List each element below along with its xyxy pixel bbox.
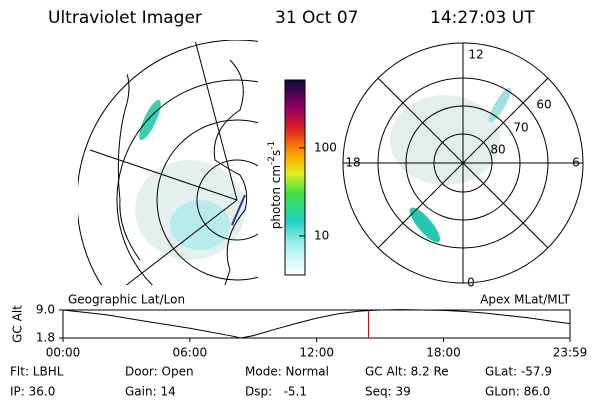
mlt-label: 12	[468, 48, 483, 62]
colorbar-tick-label: 10	[314, 228, 329, 242]
panel-label: Geographic Lat/Lon	[68, 293, 185, 307]
x-tick-label: 00:00	[46, 346, 81, 360]
colorbar-unit: photon cm-2s-1	[267, 141, 283, 230]
colorbar	[284, 79, 306, 276]
status-field: Flt: LBHL	[10, 365, 64, 379]
status-field: IP: 36.0	[10, 385, 55, 399]
status-field: Gain: 14	[125, 385, 176, 399]
geographic-image	[78, 40, 258, 285]
y-tick-label: 9.0	[36, 303, 55, 317]
panel-label: Apex MLat/MLT	[480, 293, 570, 307]
title: Ultraviolet Imager	[48, 8, 202, 28]
status-field: GLat: -57.9	[485, 365, 552, 379]
mlt-label: 18	[345, 156, 360, 170]
altitude-line	[62, 309, 571, 339]
date: 31 Oct 07	[275, 8, 358, 28]
y-axis-label: GC Alt	[11, 305, 25, 343]
status-field: GLon: 86.0	[485, 385, 550, 399]
lat-label: 70	[513, 121, 528, 135]
y-tick-label: 1.8	[36, 331, 55, 345]
colorbar-tick-label: 100	[314, 140, 337, 154]
lat-label: 80	[490, 143, 505, 157]
time: 14:27:03 UT	[430, 8, 535, 28]
status-field: Seq: 39	[365, 385, 411, 399]
x-tick-label: 23:59	[553, 346, 588, 360]
status-field: Door: Open	[125, 365, 194, 379]
status-field: Dsp: -5.1	[245, 385, 307, 399]
mlt-label: 6	[572, 156, 580, 170]
x-tick-label: 06:00	[173, 346, 208, 360]
x-tick-label: 18:00	[426, 346, 461, 360]
status-field: Mode: Normal	[245, 365, 329, 379]
status-field: GC Alt: 8.2 Re	[365, 365, 449, 379]
x-tick-label: 12:00	[299, 346, 334, 360]
polar-image	[342, 42, 584, 284]
mlt-label: 0	[467, 276, 475, 290]
lat-label: 60	[536, 98, 551, 112]
